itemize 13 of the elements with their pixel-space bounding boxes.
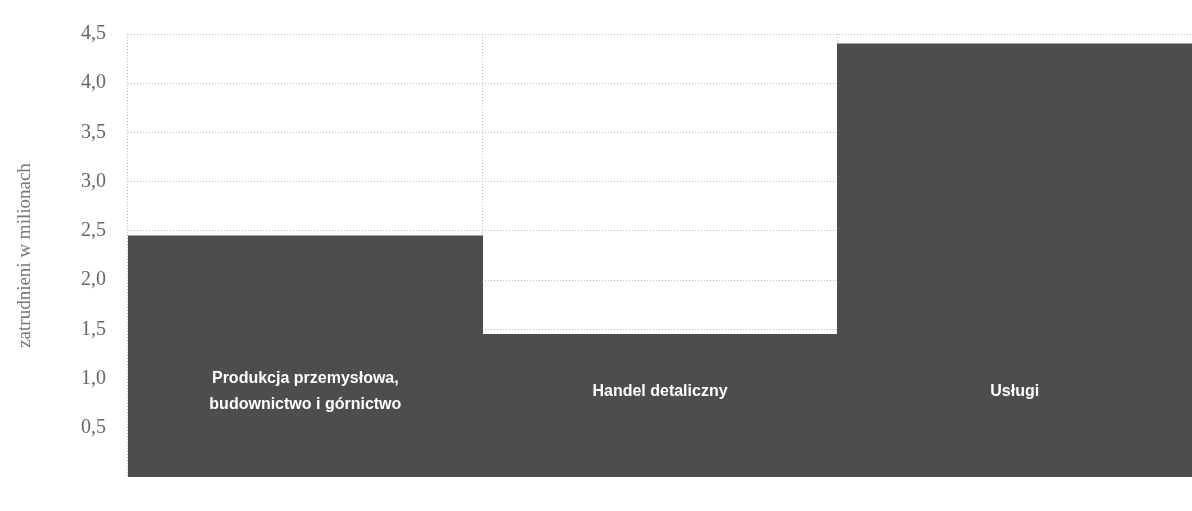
y-tick-label: 2,0 xyxy=(81,267,106,290)
y-tick-label: 4,5 xyxy=(81,21,106,44)
y-tick-label: 3,0 xyxy=(81,168,106,191)
y-tick-label: 3,5 xyxy=(81,119,106,142)
x-tick-label: Produkcja przemysłowa, budownictwo i górnictwo xyxy=(209,368,402,412)
y-tick-label: 4,0 xyxy=(81,70,106,93)
y-axis-title: zatrudnieni w milionach xyxy=(13,162,35,348)
x-tick-label: Handel detaliczny xyxy=(592,381,728,399)
y-tick-label: 2,5 xyxy=(81,218,106,241)
y-tick-label: 0,5 xyxy=(81,415,106,438)
y-tick-label: 1,0 xyxy=(81,365,106,388)
y-tick-label: 1,5 xyxy=(81,316,106,339)
x-tick-label: Usługi xyxy=(990,381,1040,399)
